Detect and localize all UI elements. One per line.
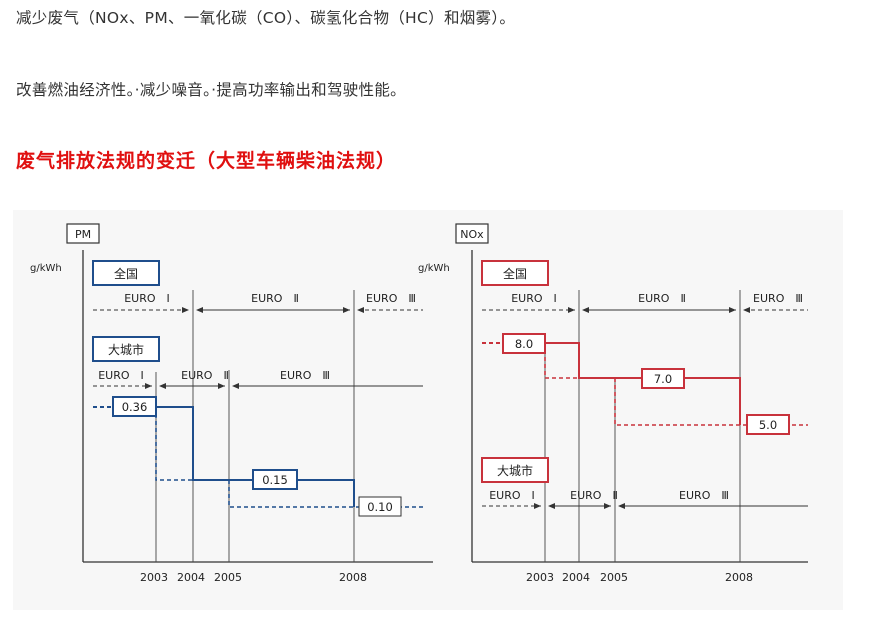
pm-nation-label: 全国 bbox=[114, 266, 138, 281]
nox-year-2003: 2003 bbox=[526, 571, 554, 584]
pm-city-step-early bbox=[155, 407, 193, 481]
pm-value-label-2: 0.15 bbox=[262, 473, 288, 487]
pm-city-phase-1: EURO Ⅰ bbox=[98, 369, 144, 382]
pm-panel: PM g/kWh 全国 EURO Ⅰ EURO Ⅱ EURO Ⅲ 大城市 EUR… bbox=[30, 223, 433, 584]
pm-value-label-3: 0.10 bbox=[367, 500, 393, 514]
nox-nation-box bbox=[481, 260, 549, 286]
nox-city-step-early bbox=[544, 343, 579, 379]
nox-value-box-3 bbox=[746, 414, 790, 435]
nox-city-phase-3: EURO Ⅲ bbox=[679, 489, 729, 502]
nox-city-phase-2: EURO Ⅱ bbox=[570, 489, 618, 502]
nox-city-step-late bbox=[614, 378, 808, 426]
pm-nation-phase-2: EURO Ⅱ bbox=[251, 292, 299, 305]
emission-regulation-figure: PM g/kWh 全国 EURO Ⅰ EURO Ⅱ EURO Ⅲ 大城市 EUR… bbox=[13, 210, 843, 610]
pm-nation-step-line bbox=[156, 406, 355, 507]
pm-unit-label: g/kWh bbox=[30, 263, 62, 274]
intro-line-1: 减少废气（NOx、PM、一氧化碳（CO）、碳氢化合物（HC）和烟雾）。 bbox=[16, 9, 516, 27]
nox-year-2005: 2005 bbox=[600, 571, 628, 584]
pm-nation-phase-1: EURO Ⅰ bbox=[124, 292, 170, 305]
nox-value-box-1 bbox=[502, 333, 546, 354]
pm-title: PM bbox=[75, 228, 91, 241]
nox-year-2004: 2004 bbox=[562, 571, 590, 584]
nox-panel: NOx g/kWh 全国 EURO Ⅰ EURO Ⅱ EURO Ⅲ 8.0 7.… bbox=[418, 223, 808, 584]
nox-value-label-3: 5.0 bbox=[759, 418, 777, 432]
nox-city-box bbox=[481, 457, 549, 483]
nox-nation-label: 全国 bbox=[503, 266, 527, 281]
nox-title: NOx bbox=[460, 228, 484, 241]
nox-nation-phase-1: EURO Ⅰ bbox=[511, 292, 557, 305]
nox-value-label-2: 7.0 bbox=[654, 372, 672, 386]
pm-city-phase-3: EURO Ⅲ bbox=[280, 369, 330, 382]
nox-value-box-2 bbox=[641, 368, 685, 389]
pm-year-2003: 2003 bbox=[140, 571, 168, 584]
nox-nation-phase-2: EURO Ⅱ bbox=[638, 292, 686, 305]
nox-nation-step-line bbox=[545, 342, 741, 425]
pm-city-step-late bbox=[228, 480, 423, 508]
pm-value-box-2 bbox=[252, 469, 298, 490]
nox-value-label-1: 8.0 bbox=[515, 337, 533, 351]
pm-value-label-1: 0.36 bbox=[122, 400, 148, 414]
pm-value-box-1 bbox=[112, 396, 157, 417]
pm-year-2008: 2008 bbox=[339, 571, 367, 584]
pm-city-box bbox=[92, 336, 160, 362]
pm-year-2005: 2005 bbox=[214, 571, 242, 584]
pm-nation-box bbox=[92, 260, 160, 286]
section-heading: 废气排放法规的变迁（大型车辆柴油法规） bbox=[16, 150, 397, 172]
pm-value-box-3 bbox=[358, 496, 402, 517]
nox-nation-phase-3: EURO Ⅲ bbox=[753, 292, 803, 305]
pm-city-label: 大城市 bbox=[108, 342, 144, 357]
nox-city-phase-1: EURO Ⅰ bbox=[489, 489, 535, 502]
pm-title-box bbox=[66, 223, 100, 244]
nox-unit-label: g/kWh bbox=[418, 263, 450, 274]
pm-year-2004: 2004 bbox=[177, 571, 205, 584]
pm-nation-phase-3: EURO Ⅲ bbox=[366, 292, 416, 305]
emission-regulation-diagram: PM g/kWh 全国 EURO Ⅰ EURO Ⅱ EURO Ⅲ 大城市 EUR… bbox=[30, 223, 808, 584]
intro-line-2: 改善燃油经济性。·减少噪音。·提高功率输出和驾驶性能。 bbox=[16, 81, 406, 99]
pm-city-phase-2: EURO Ⅱ bbox=[181, 369, 229, 382]
nox-year-2008: 2008 bbox=[725, 571, 753, 584]
nox-city-label: 大城市 bbox=[497, 463, 533, 478]
nox-title-box bbox=[455, 223, 489, 244]
